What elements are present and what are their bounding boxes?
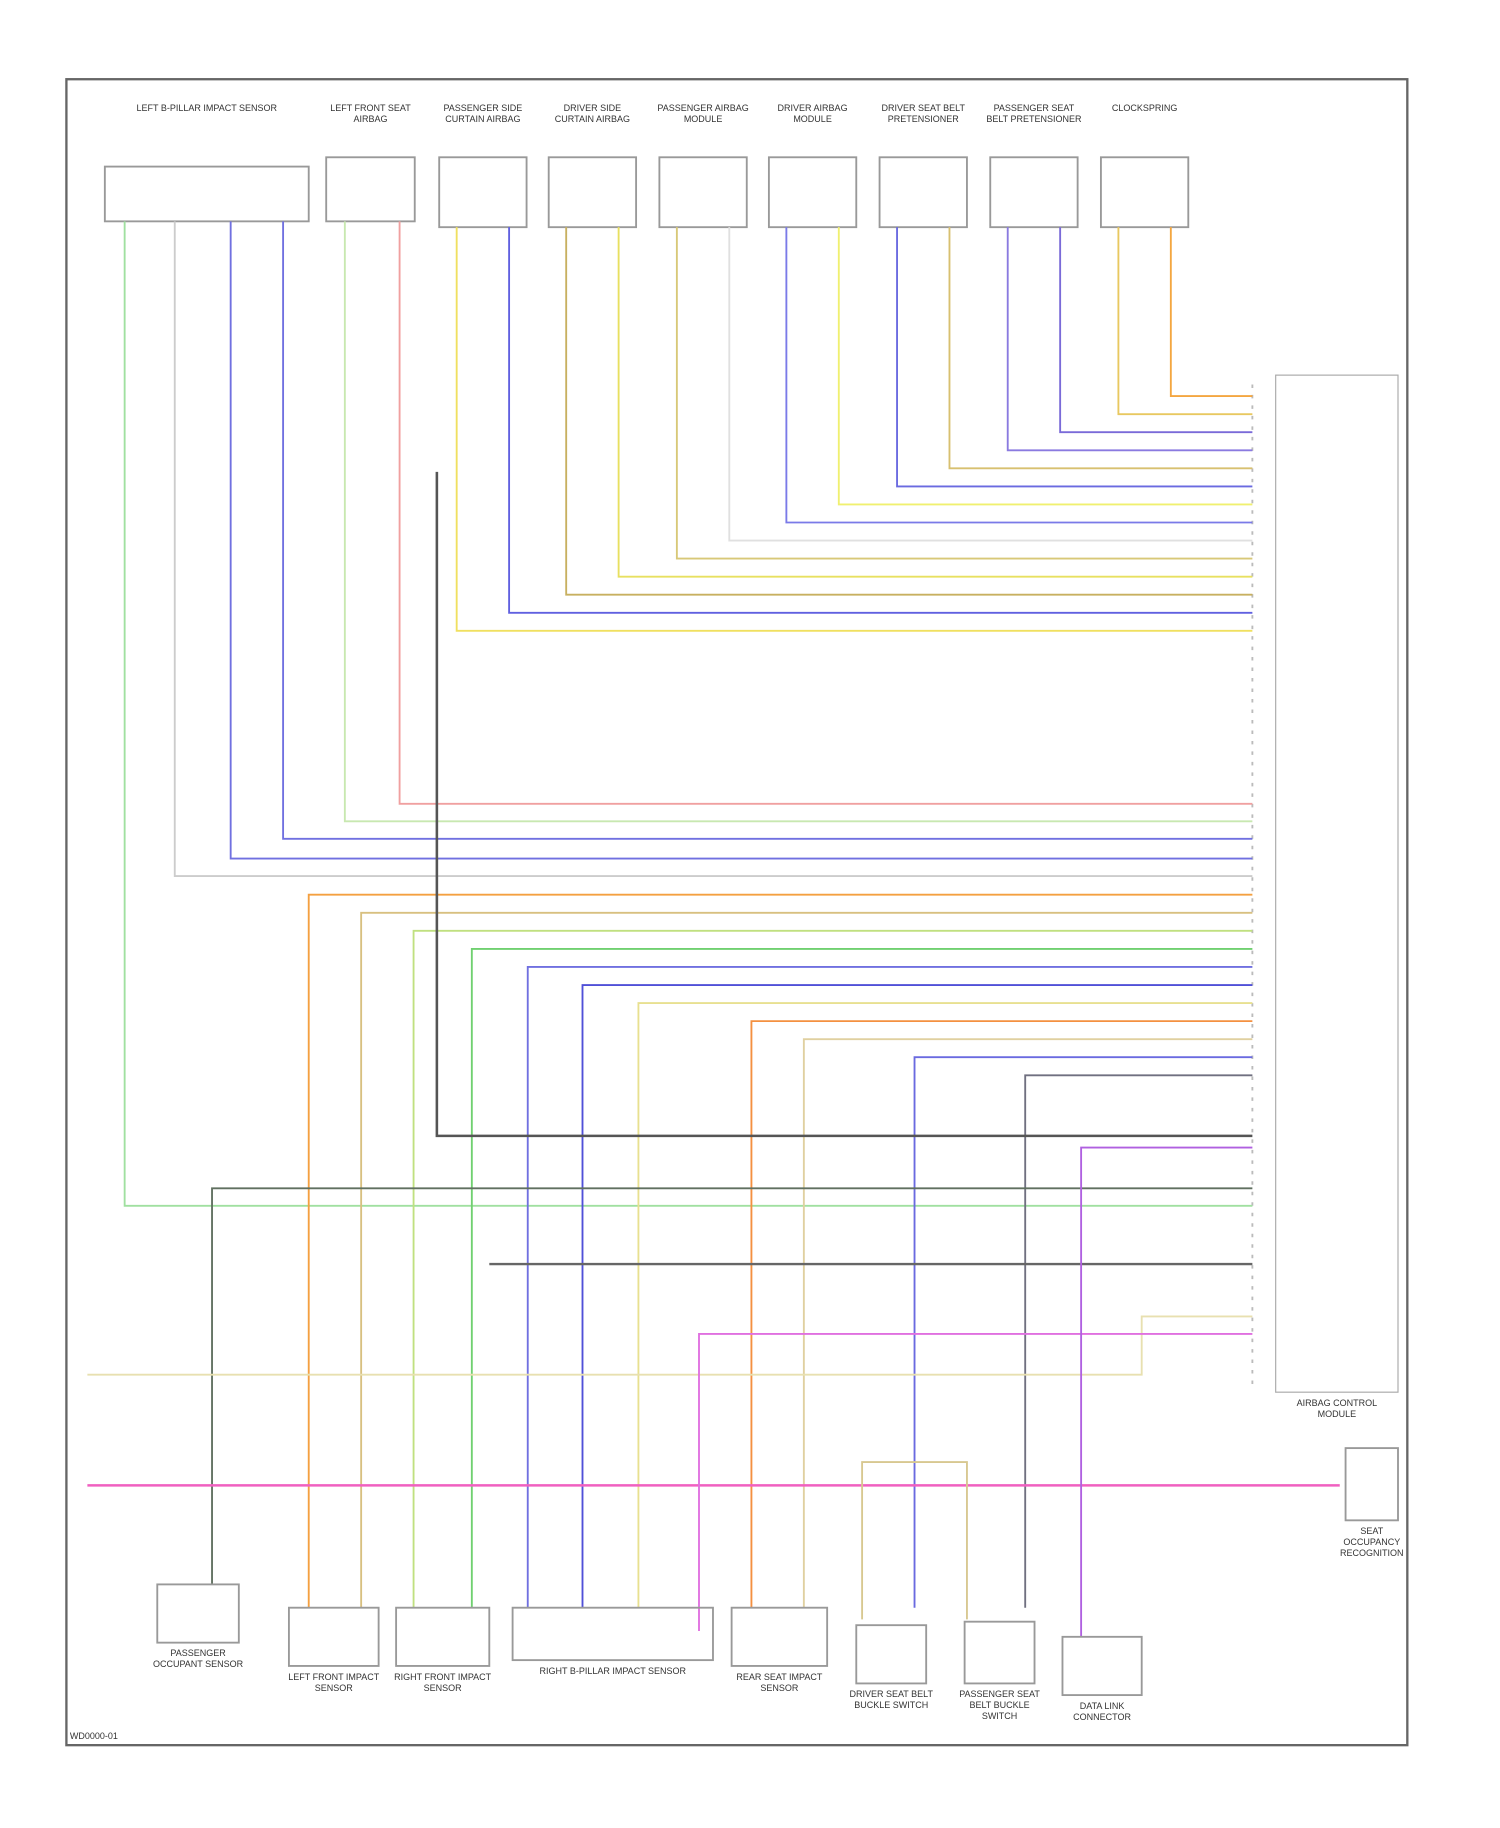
wire	[398, 221, 1253, 805]
wire	[211, 1187, 1253, 1585]
wire	[675, 227, 1253, 560]
component-label: DRIVER SIDE CURTAIN AIRBAG	[554, 102, 630, 124]
component-box	[511, 1606, 714, 1662]
wire	[455, 227, 1253, 632]
component-box	[547, 156, 638, 229]
wire	[948, 227, 1253, 470]
wire	[360, 911, 1253, 1608]
component-label: DATA LINK CONNECTOR	[1073, 1700, 1131, 1722]
wire	[343, 221, 1253, 823]
wire	[565, 227, 1253, 596]
footer: WD0000-01	[69, 1731, 118, 1742]
component-box	[658, 156, 748, 229]
wire	[581, 984, 1253, 1608]
component-box	[287, 1606, 380, 1667]
wire	[861, 1461, 968, 1620]
component-box	[395, 1606, 491, 1667]
wire	[728, 227, 1253, 542]
component-box	[156, 1583, 240, 1644]
component-label: PASSENGER SEAT BELT PRETENSIONER	[986, 102, 1082, 124]
component-label: CLOCKSPRING	[1111, 102, 1178, 113]
component-box	[103, 165, 310, 223]
wire	[412, 929, 1253, 1608]
wire	[435, 471, 1253, 1138]
component-label: RIGHT FRONT IMPACT SENSOR	[394, 1671, 492, 1693]
wire	[637, 1002, 1253, 1608]
wire	[229, 221, 1253, 860]
wire	[282, 221, 1253, 840]
component-box	[767, 156, 858, 229]
wire	[1006, 227, 1253, 452]
component-label: REAR SEAT IMPACT SENSOR	[736, 1671, 823, 1693]
wire	[526, 966, 1253, 1608]
component-box	[438, 156, 528, 229]
component-box	[325, 156, 416, 223]
component-label: LEFT B-PILLAR IMPACT SENSOR	[136, 102, 278, 113]
wire	[508, 227, 1253, 614]
component-box	[1099, 156, 1190, 229]
component-box	[878, 156, 968, 229]
wire	[837, 227, 1253, 506]
component-box	[855, 1624, 928, 1685]
wire	[802, 1038, 1253, 1608]
component-box	[730, 1606, 829, 1667]
wire	[173, 221, 1253, 878]
component-box	[1061, 1635, 1143, 1697]
component-label: DRIVER AIRBAG MODULE	[777, 102, 848, 124]
wire	[307, 893, 1253, 1608]
wire	[896, 227, 1253, 488]
component-box	[963, 1620, 1036, 1685]
component-box	[1344, 1447, 1399, 1522]
wire	[123, 221, 1253, 1207]
wire	[1117, 227, 1253, 416]
wire	[87, 1315, 1253, 1376]
wire	[1024, 1074, 1253, 1608]
component-label: LEFT FRONT SEAT AIRBAG	[330, 102, 411, 124]
control-module-box	[1275, 374, 1399, 1393]
component-label: PASSENGER SIDE CURTAIN AIRBAG	[443, 102, 523, 124]
component-label: SEAT OCCUPANCY RECOGNITION	[1340, 1526, 1404, 1559]
wire	[785, 227, 1253, 524]
wire	[617, 227, 1253, 578]
wire	[1059, 227, 1253, 434]
wire	[1080, 1146, 1253, 1637]
wire	[698, 1332, 1253, 1631]
wire	[913, 1056, 1253, 1608]
component-label: DRIVER SEAT BELT BUCKLE SWITCH	[849, 1689, 933, 1711]
component-label: PASSENGER SEAT BELT BUCKLE SWITCH	[959, 1689, 1040, 1722]
component-label: PASSENGER AIRBAG MODULE	[657, 102, 749, 124]
component-label: RIGHT B-PILLAR IMPACT SENSOR	[539, 1665, 687, 1676]
frame	[65, 78, 1409, 1747]
component-label: AIRBAG CONTROL MODULE	[1296, 1398, 1378, 1419]
component-label: PASSENGER OCCUPANT SENSOR	[152, 1648, 244, 1670]
wire	[1169, 227, 1253, 398]
wire	[750, 1020, 1253, 1608]
component-label: LEFT FRONT IMPACT SENSOR	[288, 1671, 380, 1693]
wire	[470, 947, 1253, 1608]
component-box	[989, 156, 1079, 229]
component-label: DRIVER SEAT BELT PRETENSIONER	[881, 102, 966, 124]
